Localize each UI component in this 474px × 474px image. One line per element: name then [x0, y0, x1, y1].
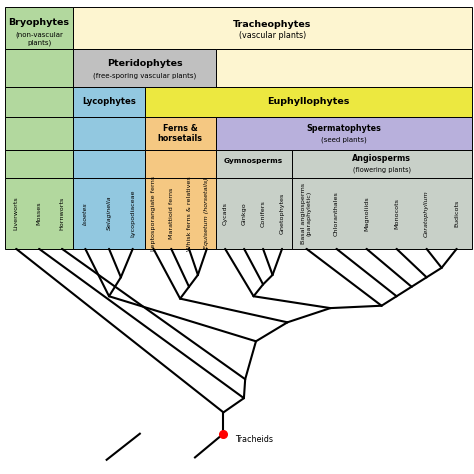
Bar — [216, 49, 472, 87]
Bar — [73, 178, 145, 249]
Bar — [5, 49, 73, 87]
Text: Lycopodiaceae: Lycopodiaceae — [130, 190, 135, 237]
Bar — [73, 150, 145, 178]
Bar — [73, 87, 145, 117]
Bar — [145, 87, 472, 117]
Bar — [216, 150, 292, 178]
Text: Lycophytes: Lycophytes — [82, 98, 136, 107]
Text: Tracheophytes: Tracheophytes — [233, 20, 312, 29]
Bar — [216, 178, 292, 249]
Bar — [5, 178, 73, 249]
Text: (non-vascular: (non-vascular — [15, 32, 63, 38]
Text: Eudicots: Eudicots — [454, 200, 459, 227]
Text: Gnetophytes: Gnetophytes — [280, 192, 284, 234]
Text: Euphyllophytes: Euphyllophytes — [267, 98, 349, 107]
Bar — [5, 87, 73, 117]
Bar — [73, 7, 472, 49]
Bar — [145, 150, 216, 178]
Text: (seed plants): (seed plants) — [321, 137, 366, 143]
Text: Selaginella: Selaginella — [107, 196, 111, 230]
Text: plants): plants) — [27, 39, 51, 46]
Text: Marattioid ferns: Marattioid ferns — [169, 188, 174, 239]
Text: Basal angiosperms
(paraphyletic): Basal angiosperms (paraphyletic) — [301, 182, 312, 244]
Text: Tracheids: Tracheids — [235, 435, 273, 444]
Text: Equisetum (horsetails): Equisetum (horsetails) — [204, 177, 210, 249]
Bar — [145, 117, 216, 150]
Text: Angiosperms: Angiosperms — [352, 155, 411, 164]
Bar — [5, 117, 73, 150]
Text: Cycads: Cycads — [223, 202, 228, 225]
Text: (vascular plants): (vascular plants) — [239, 31, 306, 40]
Text: Whisk ferns & relatives: Whisk ferns & relatives — [186, 176, 191, 251]
Text: Ginkgo: Ginkgo — [242, 202, 246, 225]
Text: Liverworts: Liverworts — [14, 196, 18, 230]
Text: horsetails: horsetails — [158, 134, 202, 143]
Text: Leptosporangiate ferns: Leptosporangiate ferns — [151, 176, 156, 251]
Text: Gymnosperms: Gymnosperms — [224, 158, 283, 164]
Text: Pteridophytes: Pteridophytes — [107, 59, 182, 68]
Text: Bryophytes: Bryophytes — [9, 18, 70, 27]
Text: Ferns &: Ferns & — [163, 124, 198, 133]
Bar — [292, 150, 472, 178]
Text: Monocots: Monocots — [394, 198, 399, 228]
Bar — [216, 117, 472, 150]
Bar — [5, 150, 73, 178]
Text: Ceratophyllum: Ceratophyllum — [424, 190, 429, 237]
Text: Mosses: Mosses — [36, 201, 42, 225]
Text: Isoetes: Isoetes — [83, 202, 88, 225]
Text: Chloranthales: Chloranthales — [334, 191, 339, 236]
Bar — [73, 117, 145, 150]
Text: (free-sporing vascular plants): (free-sporing vascular plants) — [93, 72, 196, 79]
Bar — [145, 178, 216, 249]
Text: Spermatophytes: Spermatophytes — [306, 124, 381, 133]
Text: (flowering plants): (flowering plants) — [353, 166, 410, 173]
Bar — [292, 178, 472, 249]
Text: Magnoliids: Magnoliids — [364, 196, 369, 230]
Bar — [5, 7, 73, 49]
Bar — [73, 49, 216, 87]
Text: Hornworts: Hornworts — [60, 197, 64, 230]
Text: Conifers: Conifers — [261, 200, 265, 227]
